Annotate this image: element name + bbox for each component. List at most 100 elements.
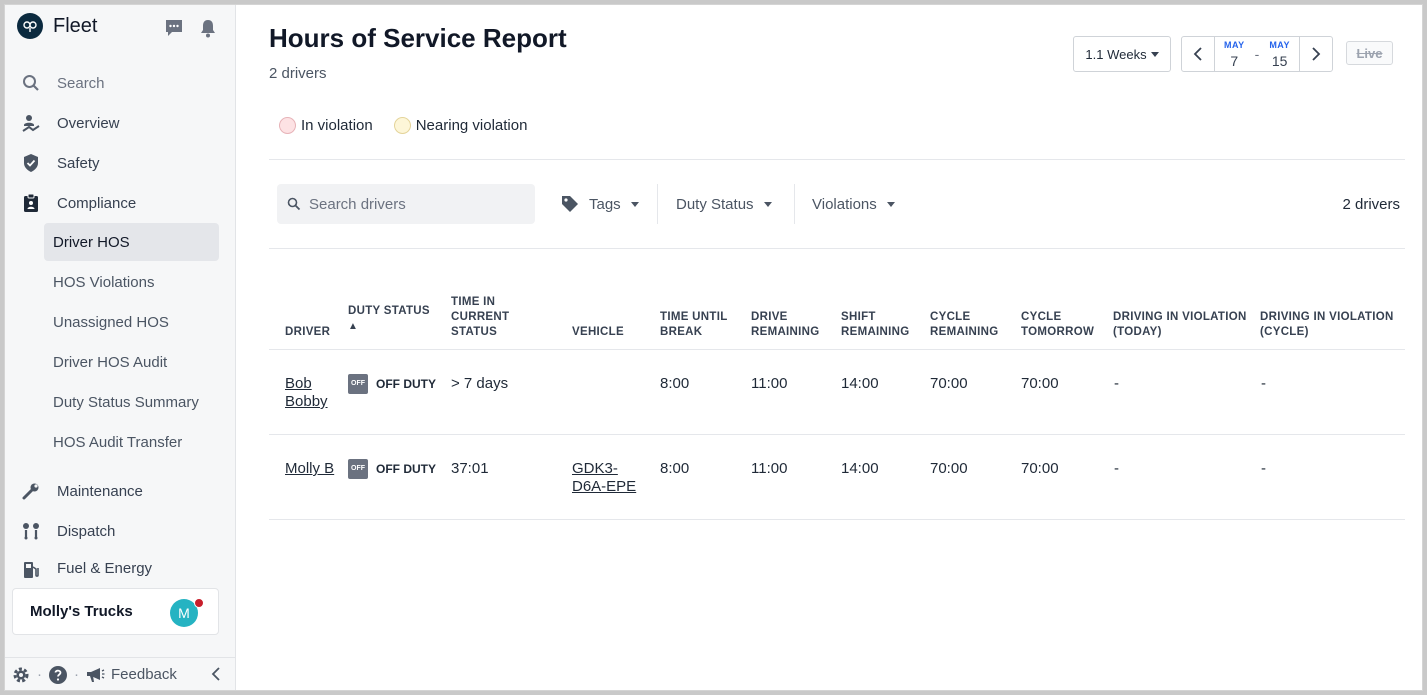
shield-check-icon: [21, 153, 41, 173]
legend-nearing-violation: Nearing violation: [393, 117, 527, 134]
tags-filter[interactable]: Tags: [561, 184, 639, 224]
sidebar-item-label: Overview: [57, 114, 120, 132]
megaphone-icon: [85, 666, 105, 684]
table-row[interactable]: Bob Bobby OFF OFF DUTY > 7 days 8:00 11:…: [269, 350, 1405, 435]
cycle-tomorrow-cell: 70:00: [1021, 460, 1059, 477]
violation-swatch: [279, 117, 296, 134]
clipboard-icon: [21, 193, 41, 213]
sidebar-search[interactable]: Search: [15, 65, 220, 101]
violation-cycle-cell: -: [1261, 460, 1266, 477]
sidebar-subitem-driver-hos-audit[interactable]: Driver HOS Audit: [53, 353, 168, 371]
vehicle-link[interactable]: GDK3-D6A-EPE: [572, 460, 637, 495]
drive-remaining-cell: 11:00: [751, 460, 788, 477]
tags-filter-label: Tags: [589, 195, 621, 213]
violations-filter[interactable]: Violations: [812, 184, 895, 224]
violation-cycle-cell: -: [1261, 375, 1266, 392]
column-header-vehicle[interactable]: Vehicle: [572, 326, 624, 338]
caret-down-icon: [630, 201, 639, 207]
sidebar: Fleet Search Overview: [5, 5, 236, 690]
brand-name: Fleet: [53, 14, 98, 37]
driver-count: 2 drivers: [1342, 196, 1400, 213]
feedback-button[interactable]: Feedback: [85, 666, 177, 684]
sidebar-item-safety[interactable]: Safety: [15, 145, 220, 181]
end-date: MAY 15: [1269, 40, 1290, 68]
column-header-driving-violation-cycle[interactable]: Driving in Violation (Cycle): [1260, 311, 1394, 338]
column-header-shift-remaining[interactable]: Shift Remaining: [841, 311, 910, 338]
owl-logo-icon: [17, 13, 43, 39]
table-row[interactable]: Molly B OFF OFF DUTY 37:01 GDK3-D6A-EPE …: [269, 435, 1405, 520]
caret-down-icon: [1150, 51, 1159, 57]
divider: [269, 159, 1405, 160]
sort-ascending-icon: ▲: [348, 321, 359, 332]
collapse-sidebar-chevron-left-icon[interactable]: [210, 666, 222, 686]
column-header-time-until-break[interactable]: Time Until Break: [660, 311, 728, 338]
settings-gear-icon[interactable]: [11, 665, 31, 685]
table-header: Driver Duty Status ▲ Time in Current Sta…: [269, 288, 1405, 350]
bell-icon[interactable]: [197, 17, 219, 39]
duty-status-filter-label: Duty Status: [676, 195, 754, 213]
duty-status-filter[interactable]: Duty Status: [676, 184, 772, 224]
time-until-break-cell: 8:00: [660, 375, 690, 392]
next-range-chevron-right-icon[interactable]: [1299, 37, 1332, 71]
violation-today-cell: -: [1114, 375, 1119, 392]
duration-dropdown[interactable]: 1.1 Weeks: [1073, 36, 1171, 72]
notification-dot: [194, 598, 204, 608]
help-icon[interactable]: [48, 665, 68, 685]
drive-remaining-cell: 11:00: [751, 375, 788, 392]
sidebar-item-overview[interactable]: Overview: [15, 105, 220, 141]
shift-remaining-cell: 14:00: [841, 460, 879, 477]
off-duty-badge: OFF: [348, 374, 368, 394]
sidebar-item-maintenance[interactable]: Maintenance: [15, 473, 220, 509]
time-in-status-cell: 37:01: [451, 460, 489, 477]
driver-name-link[interactable]: Bob Bobby: [285, 375, 328, 410]
sidebar-item-label: Maintenance: [57, 482, 143, 500]
sidebar-subitem-hos-audit-transfer[interactable]: HOS Audit Transfer: [53, 433, 183, 451]
column-header-driving-violation-today[interactable]: Driving in Violation (Today): [1113, 311, 1247, 338]
cycle-remaining-cell: 70:00: [930, 375, 968, 392]
org-switcher[interactable]: Molly's Trucks M: [12, 588, 219, 635]
sidebar-subitem-hos-violations[interactable]: HOS Violations: [53, 273, 155, 291]
brand[interactable]: Fleet: [17, 13, 97, 39]
driver-count-subtitle: 2 drivers: [269, 65, 327, 82]
app-window: Fleet Search Overview: [4, 4, 1423, 691]
duty-status-cell: OFF OFF DUTY: [348, 459, 436, 479]
column-header-time-in-status[interactable]: Time in Current Status: [451, 296, 510, 338]
column-header-cycle-remaining[interactable]: Cycle Remaining: [930, 311, 999, 338]
sidebar-item-dispatch[interactable]: Dispatch: [15, 513, 220, 549]
column-header-drive-remaining[interactable]: Drive Remaining: [751, 311, 820, 338]
previous-range-chevron-left-icon[interactable]: [1182, 37, 1215, 71]
column-header-duty-status[interactable]: Duty Status ▲: [348, 304, 448, 334]
search-drivers-input[interactable]: [309, 195, 529, 213]
feedback-label: Feedback: [111, 666, 177, 683]
search-icon: [21, 73, 41, 93]
live-button[interactable]: Live: [1346, 41, 1393, 65]
date-range-navigator: MAY 7 - MAY 15: [1181, 36, 1333, 72]
caret-down-icon: [763, 201, 772, 207]
date-range-picker[interactable]: MAY 7 - MAY 15: [1215, 37, 1299, 71]
filter-divider: [794, 184, 795, 224]
chat-icon[interactable]: [163, 17, 185, 39]
sidebar-subitem-driver-hos[interactable]: Driver HOS: [44, 223, 219, 261]
main-content: Hours of Service Report 2 drivers 1.1 We…: [237, 5, 1422, 690]
sidebar-item-fuel-energy[interactable]: Fuel & Energy: [15, 553, 220, 579]
start-month: MAY: [1223, 39, 1245, 50]
violation-legend: In violation Nearing violation: [279, 117, 548, 134]
cycle-remaining-cell: 70:00: [930, 460, 968, 477]
driver-search[interactable]: [277, 184, 535, 224]
filter-divider: [657, 184, 658, 224]
avatar[interactable]: M: [170, 599, 198, 627]
duty-status-text: OFF DUTY: [376, 377, 436, 391]
sidebar-subitem-duty-status-summary[interactable]: Duty Status Summary: [53, 393, 199, 411]
map-pin-person-icon: [21, 113, 41, 133]
column-header-cycle-tomorrow[interactable]: Cycle Tomorrow: [1021, 311, 1095, 338]
column-header-driver[interactable]: Driver: [285, 326, 331, 338]
duration-label: 1.1 Weeks: [1085, 46, 1147, 62]
violation-today-cell: -: [1114, 460, 1119, 477]
sidebar-footer: · · Feedback: [5, 657, 236, 690]
driver-name-link[interactable]: Molly B: [285, 460, 335, 477]
time-in-status-cell: > 7 days: [451, 375, 509, 392]
sidebar-item-compliance[interactable]: Compliance: [15, 185, 220, 221]
violations-filter-label: Violations: [812, 195, 877, 213]
wrench-icon: [21, 481, 41, 501]
sidebar-subitem-unassigned-hos[interactable]: Unassigned HOS: [53, 313, 169, 331]
